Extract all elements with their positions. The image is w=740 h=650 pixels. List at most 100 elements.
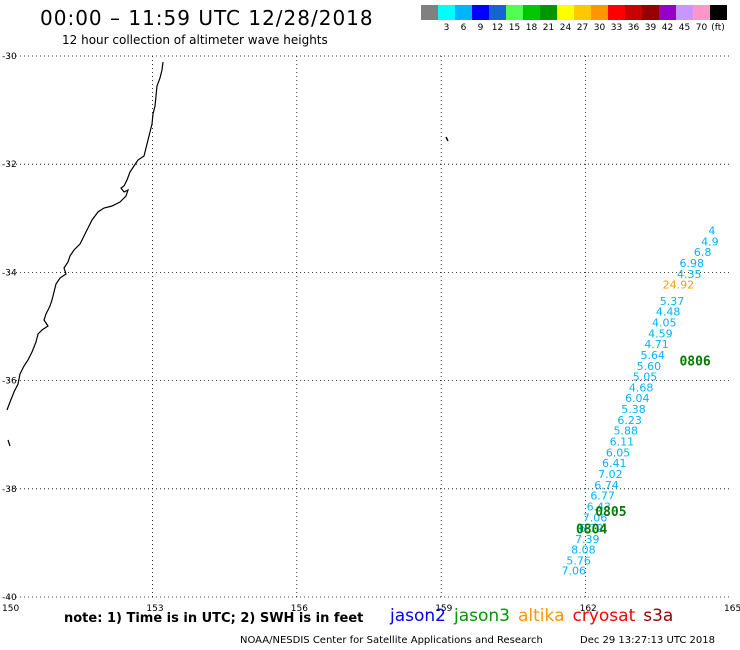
colorbar-tick: 39 [644,23,657,33]
colorbar-swatch [523,5,540,20]
wave-height-value: 6.23 [617,414,642,427]
wave-height-value: 6.05 [606,446,631,459]
colorbar-tick: 21 [542,23,555,33]
wave-height-value: 5.60 [637,360,662,373]
longitude-label: 153 [146,604,163,614]
credit-line: NOAA/NESDIS Center for Satellite Applica… [240,635,543,646]
colorbar-swatch [608,5,625,20]
colorbar-tick: 45 [678,23,691,33]
colorbar-tick: 70 [695,23,708,33]
colorbar-tick: 12 [491,23,504,33]
colorbar-swatch [438,5,455,20]
map-subtitle: 12 hour collection of altimeter wave hei… [62,33,328,47]
longitude-label: 165 [724,604,740,614]
colorbar-swatch [421,5,438,20]
latitude-label: -38 [2,485,17,495]
wave-height-value: 4.71 [644,338,669,351]
colorbar-swatch [540,5,557,20]
wave-height-value: 7.06 [562,564,587,577]
colorbar-swatch [557,5,574,20]
colorbar-swatch [591,5,608,20]
wave-height-value: 5.76 [566,555,591,568]
colorbar-tick: 27 [576,23,589,33]
wave-height-value: 6.43 [587,500,612,513]
wave-height-value: 6.11 [610,436,635,449]
wave-height-value: 4 [708,225,715,238]
wave-height-value: 4.9 [701,235,719,248]
lat-lon-grid [8,55,730,598]
colorbar-tick: 15 [508,23,521,33]
coastline [6,61,164,411]
legend-jason2: jason2 [390,606,446,626]
legend-jason3: jason3 [454,606,510,626]
wave-height-value: 5.37 [660,295,685,308]
colorbar-swatch [710,5,727,20]
colorbar-tick: 24 [559,23,572,33]
wave-height-value: 6.8 [694,246,712,259]
colorbar-unit: (ft) [711,23,725,33]
longitude-label: 159 [435,604,452,614]
colorbar-swatch [693,5,710,20]
legend-cryosat: cryosat [572,606,636,626]
pass-time-label: 0805 [595,505,626,520]
latitude-label: -34 [2,268,17,278]
wave-height-value: 4.05 [652,317,677,330]
coast-fragment [7,439,11,447]
legend-s3a: s3a [643,606,674,626]
map-title: 00:00 – 11:59 UTC 12/28/2018 [40,6,374,30]
wave-height-value: 4.35 [677,268,702,281]
latitude-label: -30 [2,52,17,62]
legend-altika: altika [518,606,565,626]
pass-time-label: 0804 [576,523,607,538]
units-note: note: 1) Time is in UTC; 2) SWH is in fe… [64,611,364,626]
colorbar-tick: 18 [525,23,538,33]
wave-height-value: 5.38 [621,403,646,416]
wave-height-value: 7.02 [598,468,623,481]
pass-labels: 0806 0805 0804 [576,354,711,537]
colorbar-tick: 33 [610,23,623,33]
colorbar-tick: 6 [460,23,467,33]
latitude-label: -32 [2,160,17,170]
colorbar-swatch [455,5,472,20]
longitude-label: 156 [291,604,308,614]
island-speck [445,136,449,142]
colorbar-tick: 36 [627,23,640,33]
wave-height-value: 6.77 [590,490,615,503]
wave-height-value: 6.04 [625,392,650,405]
colorbar-swatch [574,5,591,20]
colorbar-swatch [506,5,523,20]
wave-height-observations: 7.065.768.087.396.727.066.436.776.747.02… [562,225,719,578]
colorbar-swatch [642,5,659,20]
wave-height-value: 6.72 [579,522,604,535]
pass-time-label: 0806 [679,354,710,369]
longitude-label: 150 [2,604,19,614]
wave-height-value: 5.88 [614,425,639,438]
longitude-label: 162 [580,604,597,614]
wave-height-value: 6.41 [602,457,627,470]
wave-height-value: 4.48 [656,306,681,319]
wave-height-value: 4.59 [648,327,673,340]
wave-height-value: 7.39 [575,533,600,546]
satellite-legend: jason2 jason3 altika cryosat s3a [390,606,681,626]
generation-timestamp: Dec 29 13:27:13 UTC 2018 [580,635,715,646]
colorbar-swatch [472,5,489,20]
wave-height-value: 7.06 [583,511,608,524]
colorbar-swatch [659,5,676,20]
wave-height-value: 5.64 [640,349,665,362]
colorbar-tick: 42 [661,23,674,33]
wave-height-value: 8.08 [571,544,596,557]
latitude-label: -36 [2,377,17,387]
wave-height-value: 6.98 [679,257,704,270]
latitude-label: -40 [2,593,17,603]
wave-height-value: 5.05 [633,371,658,384]
colorbar-tick: 9 [477,23,484,33]
colorbar-swatch [489,5,506,20]
wave-height-value: 4.68 [629,381,654,394]
colorbar-swatch [676,5,693,20]
colorbar-tick: 30 [593,23,606,33]
wave-height-value: 6.74 [594,479,619,492]
colorbar-swatch [625,5,642,20]
colorbar-tick: 3 [443,23,450,33]
